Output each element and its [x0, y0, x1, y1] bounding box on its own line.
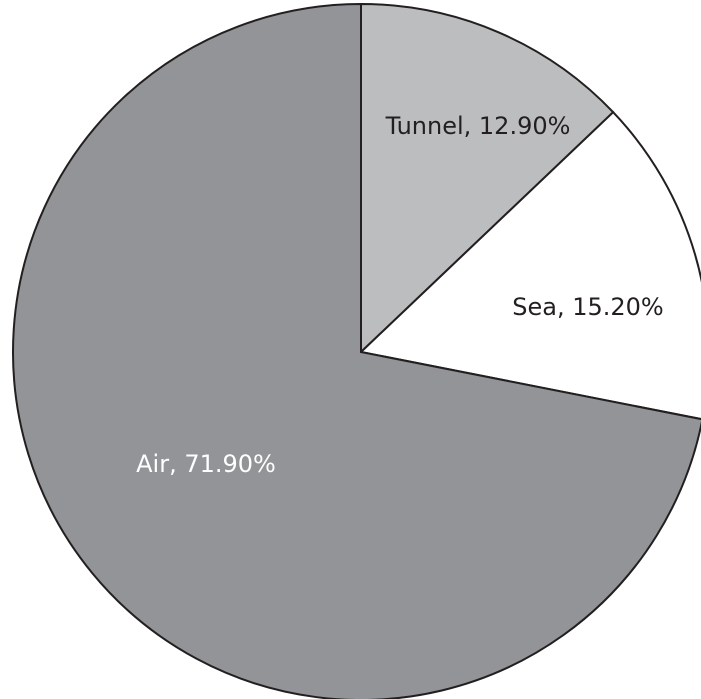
slice-label-sea: Sea, 15.20%	[512, 293, 663, 321]
pie-slice-air	[12, 2, 701, 699]
slice-label-air: Air, 71.90%	[136, 450, 276, 478]
pie-slice-labels: Tunnel, 12.90% Sea, 15.20% Air, 71.90%	[136, 112, 664, 478]
pie-slice-sea	[358, 110, 701, 421]
pie-slices	[12, 2, 701, 699]
pie-slice-tunnel	[360, 2, 615, 355]
slice-label-tunnel: Tunnel, 12.90%	[385, 112, 571, 140]
